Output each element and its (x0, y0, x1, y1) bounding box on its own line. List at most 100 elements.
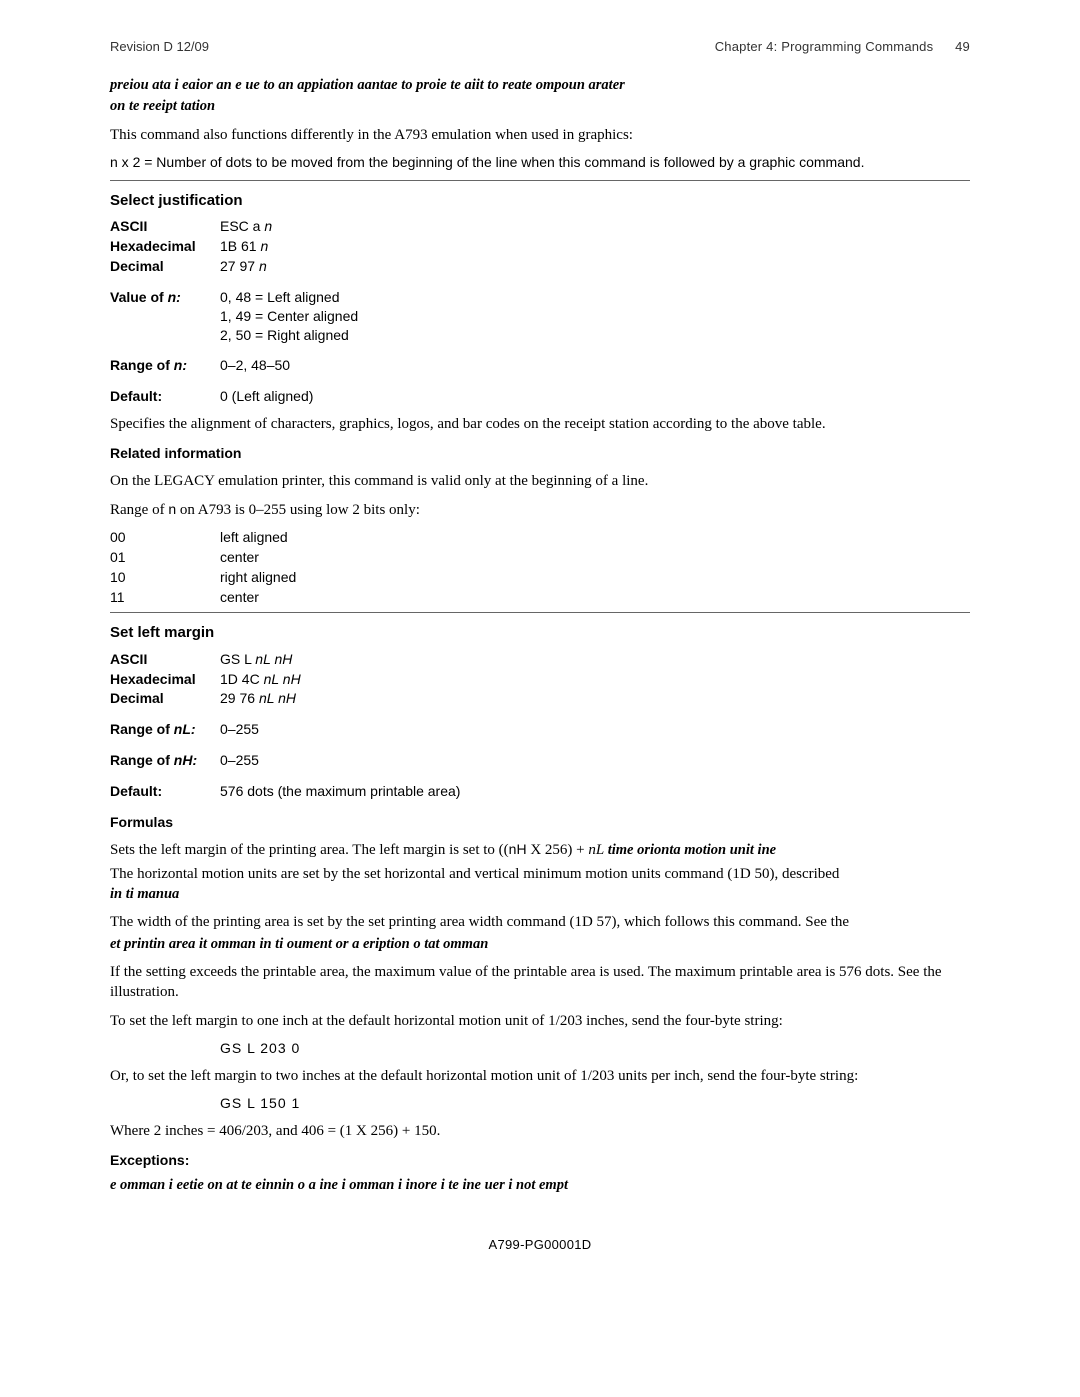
txt: 27 97 (220, 258, 259, 274)
slm-range-nl-row: Range of nL: 0–255 (110, 720, 970, 739)
slm-p3-it: et printin area it omman in ti oument or… (110, 935, 970, 955)
val-default: 0 (Left aligned) (220, 387, 970, 406)
val-ascii: ESC a n (220, 217, 970, 236)
slm-p7: Where 2 inches = 406/203, and 406 = (1 X… (110, 1121, 970, 1141)
exceptions-text: e omman i eetie on at te einnin o a ine … (110, 1176, 970, 1196)
intro-para2: n x 2 = Number of dots to be moved from … (110, 153, 970, 172)
txt: The width of the printing area is set by… (110, 914, 849, 930)
slm-hex-row: Hexadecimal 1D 4C nL nH (110, 670, 970, 689)
val-dec: 27 97 n (220, 257, 970, 276)
val-range-of-n: 0–2, 48–50 (220, 356, 970, 375)
txt: The horizontal motion units are set by t… (110, 866, 839, 882)
sj-dec-row: Decimal 27 97 n (110, 257, 970, 276)
chapter-label: Chapter 4: Programming Commands (715, 39, 934, 54)
txt-it: n: (174, 357, 187, 373)
bits-c1: 10 (110, 568, 220, 587)
code-1: GS L 203 0 (220, 1039, 970, 1058)
txt: 1, 49 = Center aligned (220, 307, 970, 326)
txt: ESC a (220, 218, 264, 234)
val-default: 576 dots (the maximum printable area) (220, 782, 970, 801)
label-dec: Decimal (110, 689, 220, 708)
txt: 2, 50 = Right aligned (220, 326, 970, 345)
label-default: Default: (110, 782, 220, 801)
sj-default-row: Default: 0 (Left aligned) (110, 387, 970, 406)
txt: 1D 4C (220, 671, 264, 687)
txt: Sets the left margin of the printing are… (110, 842, 509, 858)
label-value-of-n: Value of n: (110, 288, 220, 345)
txt: n (168, 501, 176, 517)
sj-hex-row: Hexadecimal 1B 61 n (110, 237, 970, 256)
slm-p1: Sets the left margin of the printing are… (110, 840, 970, 861)
intro-italic-line1: preiou ata i eaior an e ue to an appiati… (110, 76, 970, 96)
txt: Range of (110, 357, 174, 373)
label-ascii: ASCII (110, 217, 220, 236)
txt: 0, 48 = Left aligned (220, 288, 970, 307)
slm-p6: Or, to set the left margin to two inches… (110, 1066, 970, 1086)
slm-dec-row: Decimal 29 76 nL nH (110, 689, 970, 708)
val-hex: 1B 61 n (220, 237, 970, 256)
val-hex: 1D 4C nL nH (220, 670, 970, 689)
txt-it: n (264, 218, 272, 234)
exceptions-title: Exceptions: (110, 1151, 970, 1170)
related-p1: On the LEGACY emulation printer, this co… (110, 471, 970, 491)
page-header: Revision D 12/09 Chapter 4: Programming … (110, 38, 970, 56)
select-justification-title: Select justification (110, 191, 970, 211)
divider (110, 180, 970, 181)
bits-row: 00 left aligned (110, 528, 970, 547)
set-left-margin-title: Set left margin (110, 623, 970, 643)
label-range-of-n: Range of n: (110, 356, 220, 375)
label-default: Default: (110, 387, 220, 406)
label-dec: Decimal (110, 257, 220, 276)
label-range-nl: Range of nL: (110, 720, 220, 739)
txt: Value of (110, 289, 168, 305)
txt-it: nL nH (259, 690, 296, 706)
txt-it: n: (168, 289, 181, 305)
val-dec: 29 76 nL nH (220, 689, 970, 708)
slm-ascii-row: ASCII GS L nL nH (110, 650, 970, 669)
slm-p4: If the setting exceeds the printable are… (110, 962, 970, 1003)
slm-default-row: Default: 576 dots (the maximum printable… (110, 782, 970, 801)
footer-docid: A799-PG00001D (110, 1236, 970, 1254)
txt-it: n (259, 258, 267, 274)
val-range-nl: 0–255 (220, 720, 970, 739)
txt: 29 76 (220, 690, 259, 706)
intro-italic-line2: on te reeipt tation (110, 97, 970, 117)
val-ascii: GS L nL nH (220, 650, 970, 669)
code-2: GS L 150 1 (220, 1094, 970, 1113)
page: Revision D 12/09 Chapter 4: Programming … (0, 0, 1080, 1293)
txt-it: nH: (174, 752, 197, 768)
txt-it: nL nH (255, 651, 292, 667)
intro-para1: This command also functions differently … (110, 125, 970, 145)
bits-c2: left aligned (220, 528, 288, 547)
val-range-nh: 0–255 (220, 751, 970, 770)
label-range-nh: Range of nH: (110, 751, 220, 770)
bits-row: 10 right aligned (110, 568, 970, 587)
label-hex: Hexadecimal (110, 237, 220, 256)
txt: GS L (220, 651, 255, 667)
bits-c1: 00 (110, 528, 220, 547)
txt: nH (509, 841, 527, 857)
label-hex: Hexadecimal (110, 670, 220, 689)
slm-p3: The width of the printing area is set by… (110, 912, 970, 932)
divider (110, 612, 970, 613)
bits-c2: center (220, 588, 259, 607)
bits-c1: 01 (110, 548, 220, 567)
slm-p2-it: in ti manua (110, 885, 970, 905)
bits-row: 01 center (110, 548, 970, 567)
page-number: 49 (955, 39, 970, 54)
txt: Range of (110, 721, 174, 737)
formulas-title: Formulas (110, 813, 970, 832)
val-value-of-n: 0, 48 = Left aligned 1, 49 = Center alig… (220, 288, 970, 345)
header-right: Chapter 4: Programming Commands 49 (715, 38, 970, 56)
bits-c2: right aligned (220, 568, 296, 587)
header-left: Revision D 12/09 (110, 38, 209, 56)
sj-desc: Specifies the alignment of characters, g… (110, 414, 970, 434)
txt-it: n (260, 238, 268, 254)
txt: 1B 61 (220, 238, 260, 254)
txt-it: nL nH (264, 671, 301, 687)
related-info-title: Related information (110, 444, 970, 463)
txt: on A793 is 0–255 using low 2 bits only: (176, 502, 420, 518)
sj-value-row: Value of n: 0, 48 = Left aligned 1, 49 =… (110, 288, 970, 345)
txt-it-bold: time orionta motion unit ine (608, 842, 776, 858)
sj-range-row: Range of n: 0–2, 48–50 (110, 356, 970, 375)
